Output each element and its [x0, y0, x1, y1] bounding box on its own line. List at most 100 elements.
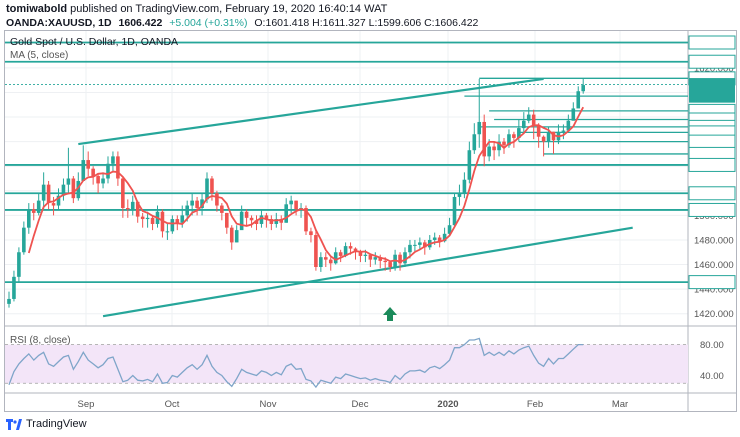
candle-body — [314, 235, 318, 267]
candle-body — [566, 120, 571, 131]
trend-line — [102, 226, 633, 318]
time-tick-label: 2020 — [437, 399, 458, 410]
candle-body — [423, 242, 427, 248]
candle-body — [358, 252, 363, 256]
price-tick-label: 1440.000 — [694, 285, 734, 296]
candle-body — [492, 146, 496, 151]
candle-body — [304, 208, 308, 232]
price-label-box — [688, 54, 736, 69]
candle-body — [66, 178, 71, 185]
candle-body — [348, 246, 353, 249]
candle-body — [17, 252, 21, 277]
candle-body — [121, 178, 125, 208]
time-tick-label: Nov — [260, 399, 277, 410]
candle-body — [86, 160, 90, 169]
publish-header: tomiwabold published on TradingView.com,… — [6, 3, 387, 15]
time-tick-label: Oct — [165, 399, 180, 410]
candle-body — [522, 120, 526, 129]
candle-body — [96, 176, 100, 184]
ma-indicator-label[interactable]: MA (5, close) — [10, 50, 69, 61]
candle-body — [205, 178, 209, 200]
candle-body — [309, 231, 313, 236]
price-label-box — [688, 35, 736, 50]
candle-body — [526, 114, 531, 121]
candle-body — [46, 184, 51, 204]
rsi-indicator-label[interactable]: RSI (8, close) — [10, 335, 71, 346]
candle-body — [398, 254, 402, 264]
candle-body — [76, 180, 81, 199]
publish-info: published on TradingView.com, February 1… — [67, 3, 388, 15]
author-name[interactable]: tomiwabold — [6, 3, 68, 15]
candle-body — [101, 178, 105, 184]
candle-body — [61, 184, 66, 196]
candle-body — [249, 217, 254, 221]
price-label-box — [688, 157, 736, 172]
trend-line — [78, 77, 544, 146]
candle-body — [368, 254, 373, 260]
candle-body — [536, 125, 541, 137]
candle-body — [383, 260, 387, 263]
candle-body — [452, 196, 457, 226]
candle-body — [190, 200, 194, 206]
candle-body — [462, 179, 467, 194]
candle-body — [482, 121, 486, 157]
candle-body — [220, 205, 224, 213]
candle-body — [388, 262, 392, 267]
candle-body — [442, 233, 447, 242]
candle-body — [487, 146, 491, 157]
price-label-box — [688, 202, 736, 217]
time-tick-label: Feb — [527, 399, 543, 410]
candle-body — [106, 163, 110, 179]
candle-body — [512, 134, 516, 138]
candle-body — [210, 178, 214, 194]
candle-body — [71, 178, 76, 199]
candle-body — [180, 215, 185, 223]
candle-body — [497, 141, 501, 151]
candle-body — [373, 257, 378, 260]
footer-brand[interactable]: TradingView — [6, 418, 87, 430]
ma-line — [27, 106, 584, 263]
candle-body — [185, 205, 189, 216]
candle-body — [472, 134, 477, 151]
time-tick-label: Sep — [78, 399, 95, 410]
candle-body — [234, 230, 239, 243]
chart-title: Gold Spot / U.S. Dollar, 1D, OANDA — [10, 36, 179, 48]
candle-body — [126, 208, 130, 210]
candle-body — [546, 131, 551, 142]
candle-body — [576, 91, 581, 109]
candle-body — [170, 219, 175, 232]
candle-body — [294, 200, 298, 210]
candle-body — [81, 160, 86, 181]
candle-body — [333, 252, 338, 264]
tradingview-logo-icon — [6, 418, 22, 430]
candle-body — [111, 156, 115, 164]
price-change: +5.004 (+0.31%) — [169, 17, 248, 29]
candle-body — [116, 156, 120, 179]
candle-body — [403, 252, 407, 264]
price-tick-label: 1460.000 — [694, 260, 734, 271]
candle-body — [517, 128, 521, 138]
candle-body — [457, 193, 462, 197]
candle-body — [447, 225, 452, 234]
candle-body — [225, 212, 229, 228]
chart-frame — [4, 30, 737, 412]
candle-body — [41, 184, 46, 201]
candle-body — [36, 200, 41, 213]
candle-body — [145, 217, 150, 220]
candle-body — [502, 141, 506, 146]
candle-body — [239, 211, 244, 231]
price-label-box — [688, 134, 736, 149]
candle-body — [91, 168, 95, 177]
candle-body — [269, 219, 274, 224]
candle-body — [259, 215, 264, 224]
candle-body — [541, 136, 546, 142]
candle-body — [12, 276, 16, 299]
candle-body — [437, 237, 442, 242]
candle-body — [165, 231, 170, 233]
price-tick-label: 1480.000 — [694, 235, 734, 246]
price-label-box — [689, 89, 735, 103]
footer-brand-name: TradingView — [26, 418, 87, 430]
candle-body — [507, 134, 511, 146]
candle-body — [581, 85, 585, 92]
